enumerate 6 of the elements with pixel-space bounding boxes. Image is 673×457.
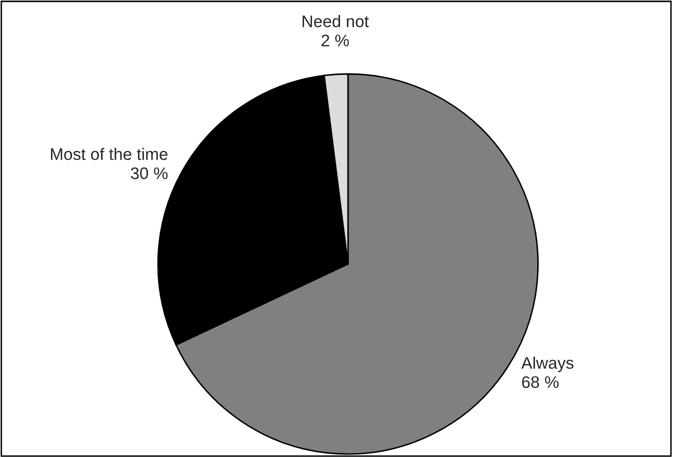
slice-label: Always (521, 356, 574, 372)
slice-label: Most of the time (50, 148, 168, 160)
data-label: 30 % (130, 167, 168, 180)
slice-label: Need not (302, 15, 369, 28)
data-label: 2 % (322, 34, 349, 46)
data-label: 68 % (522, 376, 559, 388)
